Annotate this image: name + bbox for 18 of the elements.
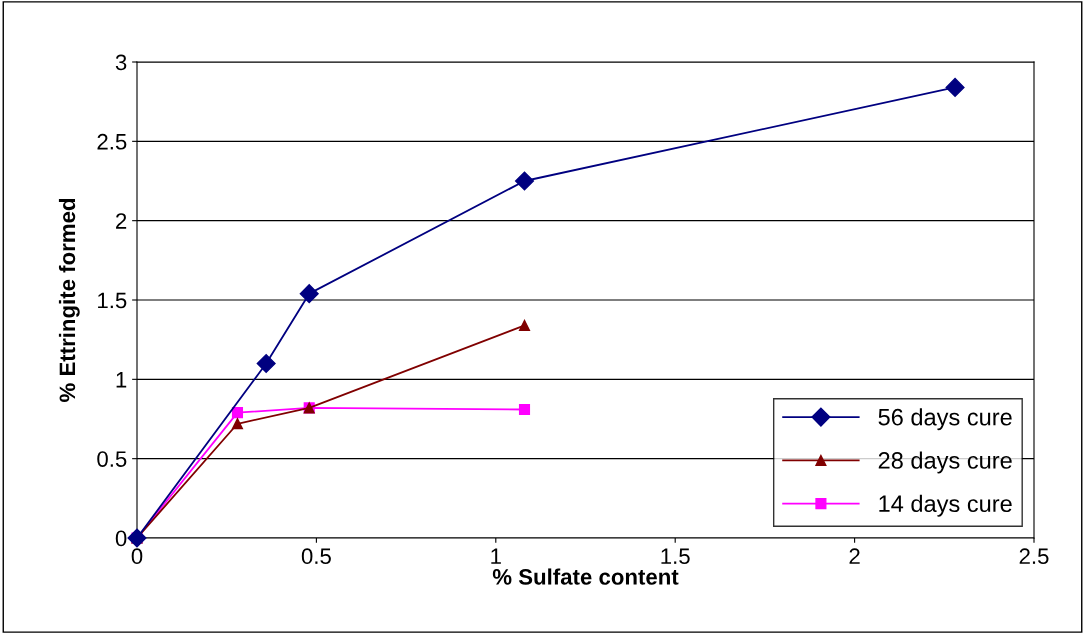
x-tick-label: 2 — [849, 548, 860, 564]
legend-label: 56 days cure — [878, 408, 1012, 431]
x-tick-label: 1 — [491, 548, 501, 564]
legend-label: 14 days cure — [879, 494, 1012, 517]
x-tick-label: 1.5 — [661, 548, 690, 565]
y-tick-label: 3 — [115, 54, 127, 71]
y-axis-title: % Ettringite formed — [58, 198, 80, 402]
y-tick-label: 1 — [116, 372, 127, 388]
y-tick-label: 0.5 — [97, 451, 127, 467]
y-tick-label: 1.5 — [98, 292, 127, 309]
x-axis-title: % Sulfate content — [492, 568, 679, 585]
x-tick-label: 0.5 — [301, 548, 331, 565]
y-tick-label: 0 — [115, 530, 127, 547]
legend-label: 28 days cure — [878, 451, 1012, 474]
y-tick-label: 2.5 — [97, 133, 127, 150]
y-tick-label: 2 — [116, 213, 127, 229]
x-tick-label: 2.5 — [1019, 548, 1049, 565]
x-tick-label: 0 — [131, 548, 143, 565]
